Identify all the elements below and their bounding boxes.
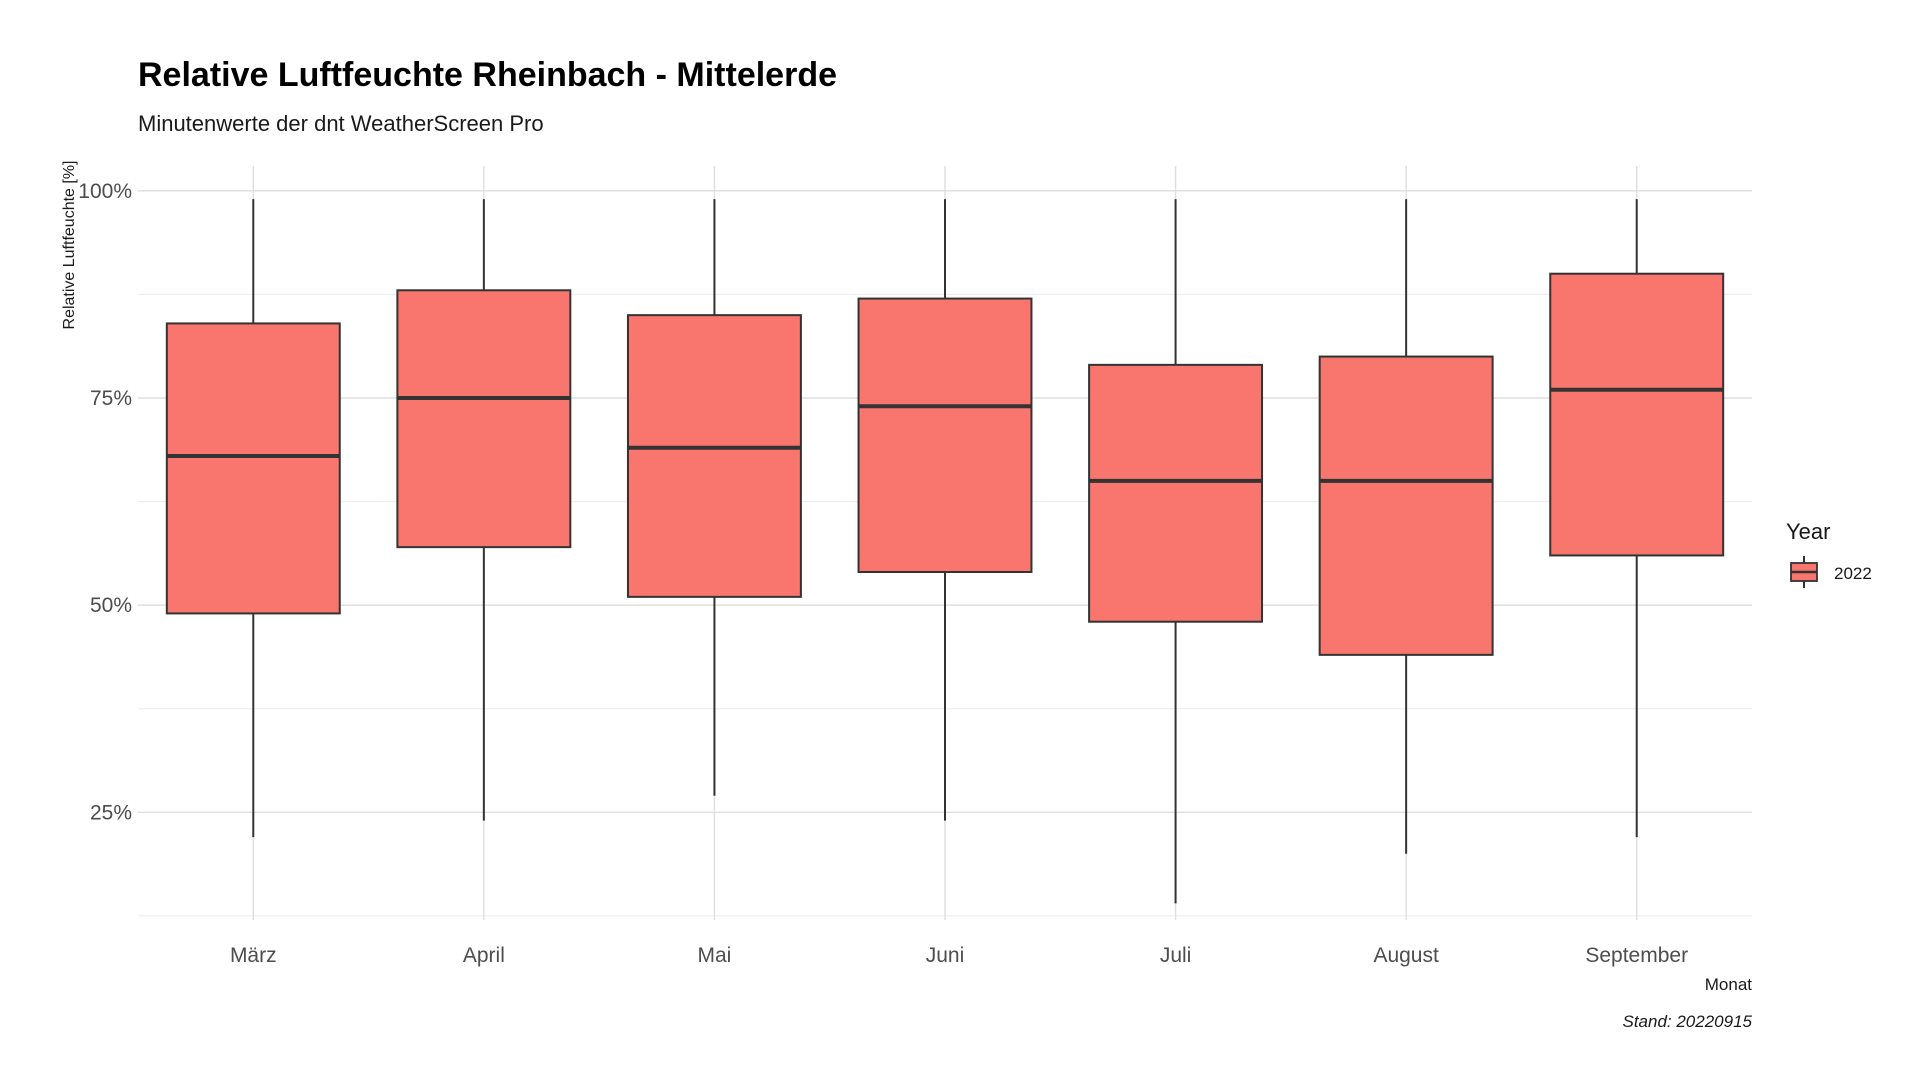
x-tick-label: Mai: [698, 944, 732, 967]
legend: Year 2022: [1786, 519, 1872, 588]
chart-subtitle: Minutenwerte der dnt WeatherScreen Pro: [138, 111, 544, 136]
x-tick-label: Juli: [1160, 944, 1192, 967]
y-tick-label: 50%: [90, 594, 132, 617]
y-tick-label: 100%: [78, 180, 132, 203]
chart-caption: Stand: 20220915: [1622, 1012, 1752, 1031]
x-tick-label: August: [1373, 944, 1439, 967]
x-axis-ticks: März April Mai Juni Juli August September: [230, 944, 1688, 967]
x-tick-label: April: [463, 944, 505, 967]
box-1: [165, 199, 341, 838]
box-iqr: [1318, 355, 1494, 656]
box-iqr: [165, 322, 341, 615]
legend-title: Year: [1786, 519, 1830, 544]
y-tick-label: 25%: [90, 801, 132, 824]
box-iqr: [626, 314, 802, 598]
x-tick-label: März: [230, 944, 277, 967]
box-iqr: [857, 297, 1033, 573]
box-6: [1318, 199, 1494, 854]
box-4: [857, 199, 1033, 821]
x-tick-label: Juni: [926, 944, 965, 967]
legend-label-2022: 2022: [1834, 564, 1872, 583]
y-axis-label: Relative Luftfeuchte [%]: [61, 161, 78, 330]
x-axis-label: Monat: [1705, 975, 1753, 994]
box-2: [396, 199, 572, 821]
box-iqr: [1088, 363, 1264, 623]
boxplot-series: [165, 199, 1725, 904]
y-axis-ticks: 25% 50% 75% 100%: [78, 180, 132, 824]
chart-title: Relative Luftfeuchte Rheinbach - Mittele…: [138, 56, 837, 94]
box-iqr: [1549, 272, 1725, 557]
box-7: [1549, 199, 1725, 838]
x-tick-label: September: [1585, 944, 1688, 967]
box-5: [1088, 199, 1264, 904]
box-iqr: [396, 289, 572, 549]
box-3: [626, 199, 802, 796]
y-tick-label: 75%: [90, 387, 132, 410]
